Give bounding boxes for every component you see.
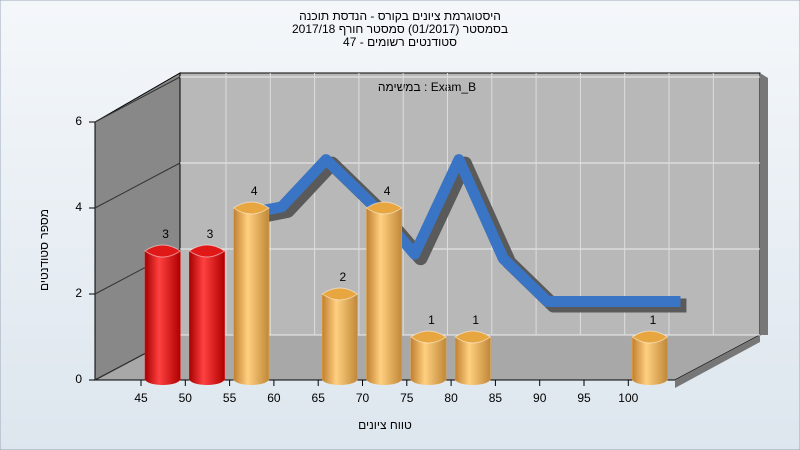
bar <box>189 250 225 381</box>
bar-top <box>631 330 669 344</box>
data-label: 4 <box>251 184 258 198</box>
x-tick-label: 100 <box>618 391 638 405</box>
x-axis-label: טווח ציונים <box>358 418 412 432</box>
x-tick-label: 70 <box>356 391 370 405</box>
x-tick-label: 80 <box>444 391 458 405</box>
x-tick-label: 50 <box>179 391 193 405</box>
chart-subtitle: בסמסטר (01/2017) סמסטר חורף 2017/18 <box>292 22 508 36</box>
bar <box>410 336 447 381</box>
bar <box>321 293 358 381</box>
grid-line <box>94 76 181 123</box>
bar-bottom <box>233 373 269 385</box>
data-label: 1 <box>472 313 479 327</box>
bar-top <box>409 330 447 344</box>
bar-bottom <box>410 373 447 385</box>
y-tick-label: 2 <box>75 286 82 300</box>
bar-bottom <box>366 373 402 385</box>
chart-title: היסטוגרמת ציונים בקורס - הנדסת תוכנה <box>299 9 501 23</box>
floor-edge <box>675 335 760 388</box>
y-tick-label: 6 <box>75 114 82 128</box>
bar-bottom <box>632 373 668 385</box>
y-axis-label: מספר סטודנטים <box>37 209 51 291</box>
bar-top <box>144 244 182 258</box>
x-tick-label: 60 <box>267 391 281 405</box>
bar-top <box>321 287 359 301</box>
bar-bottom <box>455 373 491 385</box>
annotation: במשימה : Exam_B <box>378 80 476 94</box>
x-tick-label: 85 <box>489 391 503 405</box>
bar <box>366 207 403 381</box>
bar-bottom <box>145 373 181 385</box>
data-label: 2 <box>340 270 347 284</box>
bar <box>144 250 181 381</box>
y-tick-label: 4 <box>75 200 82 214</box>
bar-bottom <box>322 373 358 385</box>
grid-line <box>94 162 181 209</box>
y-tick-label: 0 <box>75 372 82 386</box>
bar <box>233 207 270 381</box>
data-label: 3 <box>162 227 169 241</box>
bar-bottom <box>189 373 225 385</box>
data-label: 3 <box>207 227 214 241</box>
data-label: 4 <box>384 184 391 198</box>
bar <box>454 336 491 381</box>
x-tick-label: 75 <box>400 391 414 405</box>
bar-top <box>454 330 492 344</box>
line <box>236 154 681 307</box>
x-tick-label: 90 <box>533 391 547 405</box>
bar-top <box>232 201 270 215</box>
x-tick-label: 65 <box>312 391 326 405</box>
x-tick-label: 95 <box>577 391 591 405</box>
wall-edge <box>760 73 768 335</box>
data-label: 1 <box>428 313 435 327</box>
bar-top <box>365 201 403 215</box>
x-tick-label: 45 <box>134 391 148 405</box>
chart-subtitle: סטודנטים רשומים - 47 <box>343 35 457 49</box>
bar-top <box>188 244 226 258</box>
data-label: 1 <box>650 313 657 327</box>
x-tick-label: 55 <box>223 391 237 405</box>
